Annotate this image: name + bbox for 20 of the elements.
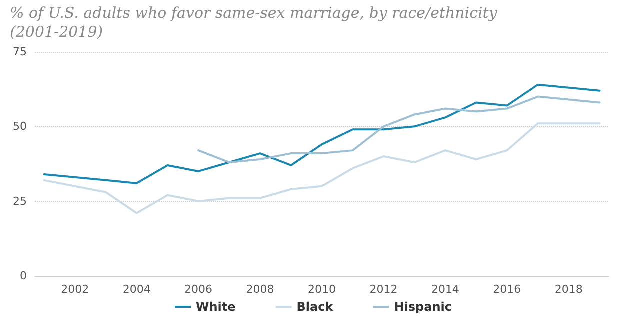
x-tick-label: 2002 xyxy=(61,283,90,296)
x-tick-label: 2006 xyxy=(184,283,213,296)
legend-label: White xyxy=(196,300,236,314)
x-tick-label: 2018 xyxy=(554,283,583,296)
x-tick-label: 2012 xyxy=(370,283,398,296)
legend-label: Black xyxy=(296,300,334,314)
legend-label: Hispanic xyxy=(394,300,452,314)
line-series xyxy=(43,122,601,214)
x-tick-label: 2010 xyxy=(308,283,336,296)
y-tick-label: 25 xyxy=(13,194,27,208)
y-tick-label: 0 xyxy=(20,270,27,282)
y-tick-label: 75 xyxy=(13,46,27,58)
x-tick-label: 2008 xyxy=(246,283,274,296)
x-tick-label: 2014 xyxy=(431,283,460,296)
line-series xyxy=(198,96,601,164)
y-tick-label: 50 xyxy=(13,120,27,134)
chart-title: % of U.S. adults who favor same-sex marriage, by race/ethnicity (2001-2019) xyxy=(10,4,498,42)
x-tick-label: 2016 xyxy=(493,283,522,296)
x-tick-label: 2004 xyxy=(122,283,151,296)
line-series xyxy=(43,84,601,184)
